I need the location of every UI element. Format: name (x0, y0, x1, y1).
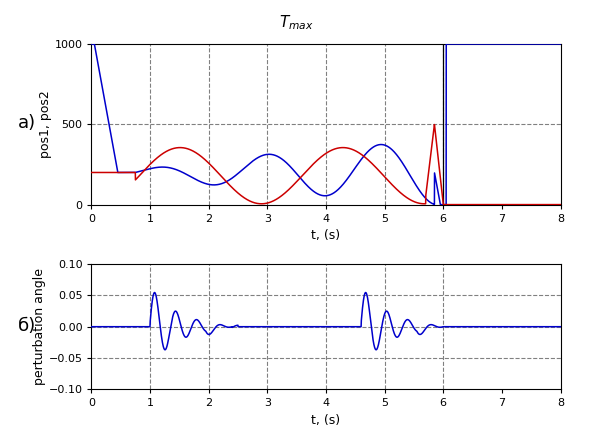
X-axis label: t, (s): t, (s) (312, 229, 340, 242)
Y-axis label: perturbation angle: perturbation angle (32, 268, 45, 385)
Y-axis label: pos1, pos2: pos1, pos2 (38, 91, 52, 158)
X-axis label: t, (s): t, (s) (312, 414, 340, 427)
Text: $T_{max}$: $T_{max}$ (279, 13, 314, 32)
Text: б): б) (18, 317, 36, 334)
Text: а): а) (18, 114, 36, 132)
